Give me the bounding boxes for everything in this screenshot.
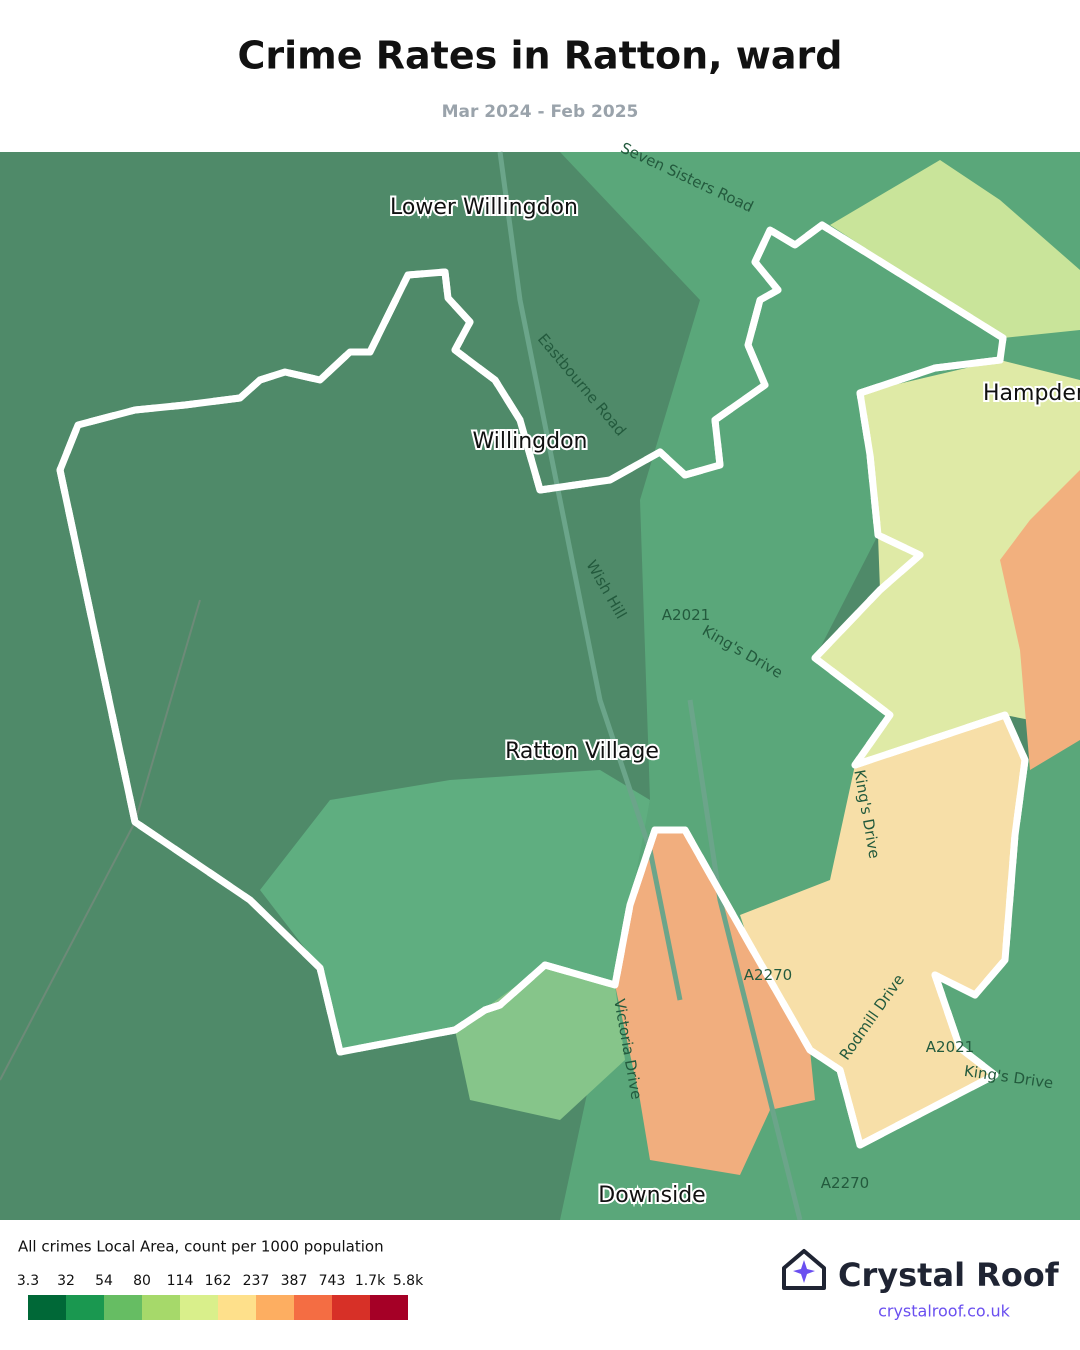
road-label: A2021: [926, 1038, 974, 1056]
place-label: Downside: [598, 1183, 705, 1208]
legend-tick-label: 237: [243, 1273, 270, 1289]
road-label: A2021: [662, 606, 710, 624]
legend-swatch: [332, 1295, 370, 1320]
logo-star: [793, 1260, 815, 1283]
legend-tick-label: 114: [167, 1273, 194, 1289]
subtitle: Mar 2024 - Feb 2025: [442, 102, 639, 122]
road-label: A2270: [821, 1174, 869, 1192]
footer: [0, 1220, 1080, 1350]
legend: 3.3 32 54 80 114 162 237 387 743 1.7k 5.8k: [17, 1273, 424, 1320]
logo: [782, 1249, 826, 1290]
place-label: Ratton Village: [505, 739, 659, 764]
legend-tick-label: 3.3: [17, 1273, 39, 1289]
legend-swatch: [180, 1295, 218, 1320]
road-line: [497, 151, 683, 1001]
legend-tick-label: 1.7k: [355, 1273, 386, 1289]
legend-swatch: [66, 1295, 104, 1320]
legend-swatch: [370, 1295, 408, 1320]
legend-swatch: [294, 1295, 332, 1320]
area-paleyellow: [815, 360, 1080, 765]
legend-title: All crimes Local Area, count per 1000 po…: [18, 1238, 384, 1256]
brand-name: Crystal Roof: [838, 1256, 1060, 1294]
road-line: [687, 699, 803, 1221]
logo-house: [782, 1249, 826, 1290]
legend-tick-label: 743: [319, 1273, 346, 1289]
legend-swatch: [256, 1295, 294, 1320]
legend-tick-label: 387: [281, 1273, 308, 1289]
brand-url: crystalroof.co.uk: [878, 1302, 1011, 1321]
legend-swatch: [28, 1295, 66, 1320]
legend-swatch: [218, 1295, 256, 1320]
legend-swatch: [104, 1295, 142, 1320]
legend-tick-label: 80: [133, 1273, 151, 1289]
legend-tick-label: 5.8k: [393, 1273, 424, 1289]
legend-tick-label: 32: [57, 1273, 75, 1289]
place-label: Lower Willingdon: [390, 195, 578, 220]
place-label: Willingdon: [473, 429, 588, 454]
legend-tick-label: 162: [205, 1273, 232, 1289]
area-orange: [1000, 470, 1080, 770]
place-label: Hampden: [983, 381, 1080, 406]
road-label: A2270: [744, 966, 792, 984]
map: Seven Sisters Road Eastbourne Road Wish …: [0, 139, 1080, 1221]
legend-tick-label: 54: [95, 1273, 113, 1289]
legend-swatch: [142, 1295, 180, 1320]
area-medium: [260, 770, 650, 1052]
area-yellowgreen: [830, 160, 1080, 338]
title: Crime Rates in Ratton, ward: [238, 34, 843, 78]
